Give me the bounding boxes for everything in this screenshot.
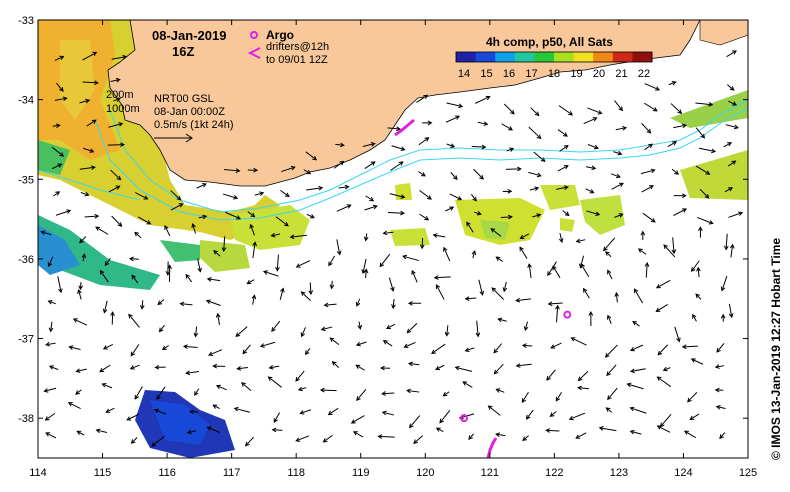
date-label: 08-Jan-2019 bbox=[152, 28, 226, 43]
time-label: 16Z bbox=[172, 44, 194, 59]
current-vectors bbox=[40, 50, 744, 447]
colorbar-swatch bbox=[495, 52, 516, 62]
colorbar-swatch bbox=[554, 52, 575, 62]
lon-tick-label: 121 bbox=[481, 467, 499, 479]
colorbar-tick-label: 19 bbox=[570, 68, 582, 80]
colorbar-swatch bbox=[456, 52, 477, 62]
lon-tick-label: 123 bbox=[610, 467, 628, 479]
nrt-label-3: 0.5m/s (1kt 24h) bbox=[154, 119, 233, 131]
colorbar-tick-label: 22 bbox=[638, 68, 650, 80]
lat-tick-label: -37 bbox=[18, 334, 34, 346]
lon-tick-label: 124 bbox=[674, 467, 692, 479]
colorbar-swatch bbox=[534, 52, 555, 62]
lat-tick-label: -38 bbox=[18, 413, 34, 425]
lon-tick-label: 116 bbox=[158, 467, 176, 479]
drifters-label-1: drifters@12h bbox=[266, 41, 329, 53]
colorbar-swatch bbox=[612, 52, 633, 62]
lon-tick-label: 115 bbox=[94, 467, 112, 479]
drifters-label-2: to 09/01 12Z bbox=[266, 54, 328, 66]
colorbar-tick-label: 16 bbox=[503, 68, 515, 80]
lon-tick-label: 119 bbox=[352, 467, 370, 479]
lon-tick-label: 122 bbox=[545, 467, 563, 479]
argo-float-marker bbox=[563, 310, 572, 319]
latitude-axis: -33 -34 -35 -36 -37 -38 bbox=[18, 15, 748, 425]
argo-legend: Argo drifters@12h to 09/01 12Z bbox=[247, 28, 329, 66]
colorbar: 4h comp, p50, All Sats 14 15 16 17 18 19 20 21 2… bbox=[455, 35, 653, 80]
drifter-tracks bbox=[394, 118, 498, 459]
argo-label: Argo bbox=[266, 28, 294, 42]
lat-tick-label: -34 bbox=[18, 95, 34, 107]
lon-tick-label: 117 bbox=[223, 467, 241, 479]
colorbar-swatch bbox=[573, 52, 594, 62]
colorbar-swatch bbox=[593, 52, 614, 62]
contours bbox=[37, 99, 749, 221]
colorbar-swatch bbox=[632, 52, 653, 62]
contour-200-label: 200m bbox=[106, 89, 134, 101]
argo-marker-icon bbox=[250, 31, 258, 39]
drifter-marker-icon bbox=[247, 47, 261, 59]
sst-field bbox=[38, 20, 748, 458]
lon-tick-label: 125 bbox=[739, 467, 757, 479]
lat-tick-label: -36 bbox=[18, 254, 34, 266]
colorbar-swatch bbox=[514, 52, 535, 62]
lon-tick-label: 118 bbox=[287, 467, 305, 479]
lon-tick-label: 114 bbox=[29, 467, 47, 479]
longitude-axis: 114 115 116 117 118 119 120 121 122 123 124 125 bbox=[29, 20, 757, 479]
scale-arrow-icon bbox=[154, 133, 193, 143]
contour-1000-label: 1000m bbox=[106, 103, 140, 115]
nrt-label-1: NRT00 GSL bbox=[154, 93, 214, 105]
colorbar-tick-label: 17 bbox=[525, 68, 537, 80]
argo-float-marker bbox=[460, 414, 468, 423]
colorbar-tick-label: 15 bbox=[480, 68, 492, 80]
lat-tick-label: -33 bbox=[18, 15, 34, 27]
argo-floats bbox=[460, 310, 572, 423]
nrt-label-2: 08-Jan 00:00Z bbox=[154, 106, 225, 118]
colorbar-tick-label: 14 bbox=[458, 68, 470, 80]
colorbar-tick-label: 18 bbox=[548, 68, 560, 80]
colorbar-tick-label: 20 bbox=[593, 68, 605, 80]
lat-tick-label: -35 bbox=[18, 174, 34, 186]
lon-tick-label: 120 bbox=[416, 467, 434, 479]
colorbar-tick-label: 21 bbox=[615, 68, 627, 80]
colorbar-swatch bbox=[475, 52, 496, 62]
credit-label: © IMOS 13-Jan-2019 12:27 Hobart Time bbox=[769, 238, 783, 460]
colorbar-frame bbox=[455, 51, 653, 63]
colorbar-title: 4h comp, p50, All Sats bbox=[486, 35, 613, 49]
map-frame bbox=[37, 19, 749, 459]
